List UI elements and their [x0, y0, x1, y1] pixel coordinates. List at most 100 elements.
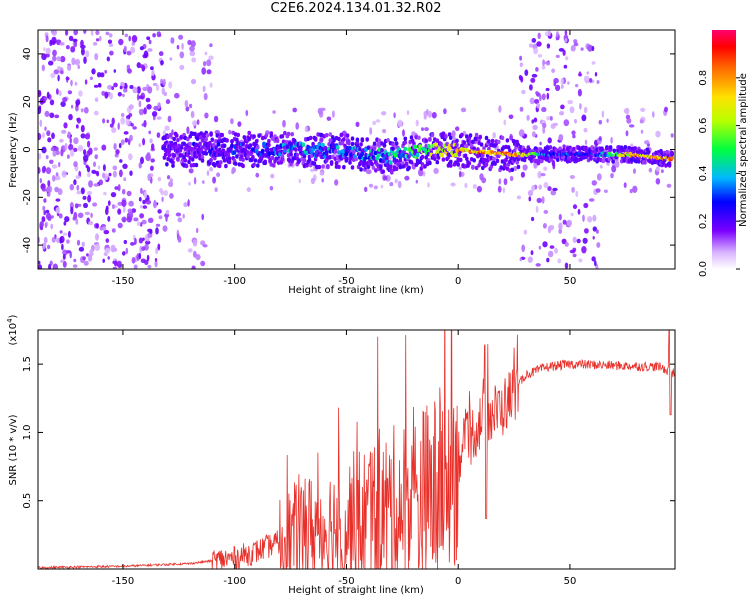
band-blob — [477, 163, 481, 168]
noise-blob — [181, 42, 184, 50]
noise-blob — [111, 117, 115, 125]
band-blob — [508, 148, 512, 153]
x-tick-label: -50 — [338, 276, 354, 287]
band-blob — [224, 163, 228, 169]
band-blob — [264, 133, 269, 138]
noise-blob — [148, 39, 152, 45]
noise-blob — [83, 260, 89, 266]
band-blob — [430, 133, 435, 138]
noise-blob — [547, 30, 551, 37]
noise-blob — [632, 185, 638, 193]
noise-blob — [150, 165, 154, 171]
noise-blob — [103, 229, 110, 235]
noise-blob — [74, 58, 81, 66]
signal-point — [285, 144, 290, 149]
band-blob — [386, 138, 390, 143]
noise-blob — [120, 112, 125, 118]
noise-blob — [561, 84, 564, 89]
noise-blob — [63, 221, 67, 226]
band-blob — [394, 141, 399, 146]
band-blob — [317, 164, 322, 170]
noise-blob — [101, 90, 106, 96]
colorbar-tick-label: 0.6 — [698, 118, 709, 134]
band-blob — [348, 160, 352, 165]
noise-blob — [154, 258, 158, 262]
noise-blob — [60, 55, 66, 63]
band-blob — [290, 132, 295, 137]
noise-blob — [131, 41, 135, 46]
x-tick-label: -150 — [112, 576, 135, 587]
noise-blob — [553, 77, 559, 84]
noise-blob — [162, 225, 168, 232]
noise-blob — [138, 100, 142, 108]
noise-blob — [60, 148, 64, 157]
noise-blob — [541, 93, 546, 101]
y-tick-label: 0 — [22, 146, 33, 152]
noise-blob — [56, 88, 59, 95]
noise-blob — [202, 244, 208, 248]
signal-point — [185, 153, 190, 158]
noise-blob — [42, 165, 47, 173]
band-blob — [295, 152, 300, 158]
noise-blob — [144, 234, 148, 241]
noise-blob — [563, 64, 568, 69]
noise-blob — [91, 169, 97, 174]
noise-blob — [523, 229, 528, 235]
noise-blob — [138, 197, 142, 202]
noise-blob — [192, 120, 198, 126]
noise-blob — [124, 33, 129, 38]
noise-blob — [583, 106, 588, 114]
noise-blob — [46, 185, 53, 193]
noise-blob — [579, 103, 582, 110]
noise-blob — [80, 187, 85, 195]
band-blob — [252, 162, 256, 167]
noise-blob — [535, 205, 539, 213]
band-blob — [492, 156, 496, 161]
band-blob — [272, 163, 276, 168]
noise-blob — [535, 91, 539, 95]
noise-blob — [96, 72, 102, 78]
band-blob — [171, 160, 175, 165]
noise-blob — [528, 196, 532, 202]
noise-blob — [128, 35, 131, 42]
band-blob — [217, 163, 222, 169]
noise-blob — [57, 74, 60, 82]
noise-blob — [117, 122, 120, 130]
band-blob — [359, 142, 363, 147]
noise-blob — [532, 124, 538, 130]
noise-blob — [143, 120, 147, 128]
band-blob — [500, 135, 505, 141]
signal-point — [360, 151, 365, 157]
noise-blob — [189, 50, 196, 57]
snr-y-multiplier: (x104) — [6, 314, 19, 345]
band-blob — [433, 156, 437, 161]
snr-frame — [37, 329, 676, 570]
band-blob — [337, 164, 341, 170]
noise-blob — [628, 124, 635, 128]
band-blob — [460, 143, 464, 148]
noise-blob — [508, 114, 514, 120]
band-blob — [179, 145, 184, 150]
noise-blob — [670, 133, 674, 138]
noise-blob — [209, 82, 213, 88]
noise-blob — [127, 68, 132, 74]
noise-blob — [146, 104, 152, 110]
noise-blob — [575, 190, 579, 198]
noise-blob — [648, 167, 653, 173]
noise-blob — [169, 57, 173, 61]
noise-blob — [121, 216, 127, 223]
noise-blob — [62, 261, 67, 268]
noise-blob — [39, 119, 43, 128]
signal-point — [198, 141, 202, 146]
band-blob — [482, 146, 486, 151]
noise-blob — [584, 139, 588, 145]
band-blob — [294, 147, 298, 152]
band-blob — [623, 145, 628, 150]
band-blob — [379, 164, 383, 169]
noise-blob — [558, 222, 563, 230]
noise-blob — [121, 188, 126, 195]
noise-blob — [196, 227, 199, 234]
noise-blob — [68, 143, 74, 151]
noise-blob — [134, 237, 137, 245]
band-blob — [339, 132, 344, 138]
